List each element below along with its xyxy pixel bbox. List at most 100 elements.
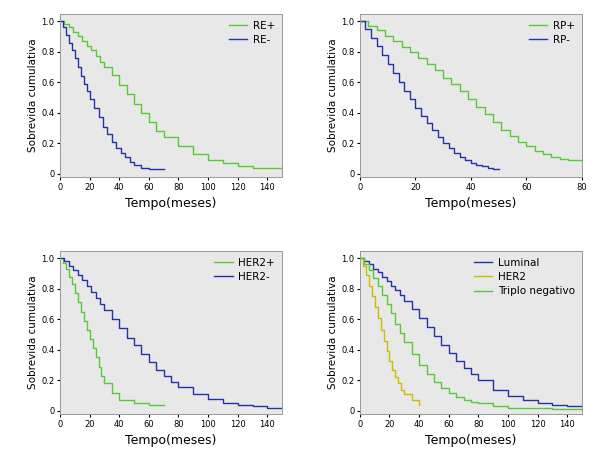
RE- bbox=[122, 154, 129, 160]
Line: RE-: RE- bbox=[60, 21, 164, 169]
HER2+ bbox=[56, 256, 64, 261]
HER2- bbox=[205, 396, 212, 401]
RP- bbox=[467, 161, 475, 166]
HER2- bbox=[167, 379, 175, 385]
HER2 bbox=[380, 338, 387, 343]
HER2+ bbox=[80, 318, 87, 324]
Triplo negativo bbox=[430, 379, 437, 385]
Triplo negativo bbox=[361, 261, 368, 267]
HER2 bbox=[371, 304, 378, 310]
Luminal bbox=[356, 256, 364, 261]
HER2- bbox=[61, 258, 68, 264]
HER2- bbox=[79, 277, 86, 282]
Line: Luminal: Luminal bbox=[360, 258, 582, 406]
RP- bbox=[418, 113, 425, 118]
RP+ bbox=[531, 148, 538, 154]
Luminal bbox=[563, 404, 571, 409]
Luminal bbox=[383, 279, 390, 284]
RE+ bbox=[152, 128, 160, 134]
HER2+ bbox=[83, 327, 90, 333]
Triplo negativo bbox=[356, 256, 364, 261]
Triplo negativo bbox=[408, 352, 415, 357]
HER2- bbox=[175, 384, 182, 389]
RE+ bbox=[249, 165, 256, 171]
Triplo negativo bbox=[578, 407, 586, 412]
HER2- bbox=[130, 342, 137, 348]
Y-axis label: Sobrevida cumulativa: Sobrevida cumulativa bbox=[328, 38, 338, 152]
RE- bbox=[108, 139, 115, 144]
RP+ bbox=[490, 119, 497, 125]
Luminal bbox=[519, 397, 526, 403]
RP+ bbox=[381, 34, 388, 39]
RE+ bbox=[190, 151, 197, 157]
RP+ bbox=[440, 75, 447, 81]
Y-axis label: Sobrevida cumulativa: Sobrevida cumulativa bbox=[28, 275, 38, 389]
RP+ bbox=[515, 139, 522, 144]
RP+ bbox=[506, 133, 514, 139]
RP- bbox=[428, 127, 436, 132]
HER2- bbox=[65, 263, 73, 269]
RP+ bbox=[373, 27, 380, 33]
Y-axis label: Sobrevida cumulativa: Sobrevida cumulativa bbox=[28, 38, 38, 152]
HER2- bbox=[92, 295, 99, 301]
RE- bbox=[71, 55, 79, 60]
HER2+ bbox=[77, 309, 85, 315]
RE- bbox=[126, 159, 133, 164]
RE+ bbox=[88, 47, 95, 53]
RE+ bbox=[74, 34, 82, 39]
HER2+ bbox=[92, 355, 99, 360]
HER2+ bbox=[130, 400, 137, 406]
RP- bbox=[401, 89, 408, 94]
RE+ bbox=[97, 60, 104, 65]
Triplo negativo bbox=[438, 385, 445, 391]
RP+ bbox=[578, 158, 586, 163]
RE- bbox=[65, 40, 73, 45]
HER2- bbox=[138, 352, 145, 357]
RE+ bbox=[92, 54, 99, 59]
Luminal bbox=[388, 283, 395, 288]
RP- bbox=[384, 61, 391, 67]
RP+ bbox=[356, 18, 364, 24]
RP- bbox=[456, 154, 463, 160]
RE- bbox=[145, 166, 152, 172]
RP- bbox=[379, 52, 386, 58]
RE+ bbox=[116, 83, 123, 88]
RE- bbox=[152, 166, 160, 172]
RE- bbox=[95, 115, 102, 120]
Luminal bbox=[505, 393, 512, 398]
RP+ bbox=[523, 144, 530, 149]
RE+ bbox=[205, 158, 212, 163]
HER2- bbox=[278, 405, 286, 410]
Triplo negativo bbox=[396, 330, 403, 336]
RE+ bbox=[108, 72, 115, 77]
HER2- bbox=[56, 256, 64, 261]
Triplo negativo bbox=[452, 395, 460, 400]
HER2- bbox=[88, 289, 95, 294]
RE- bbox=[74, 64, 82, 70]
Triplo negativo bbox=[534, 405, 541, 410]
RE+ bbox=[219, 161, 226, 166]
Luminal bbox=[416, 315, 423, 320]
RE- bbox=[68, 47, 76, 53]
Luminal bbox=[365, 261, 373, 267]
RE+ bbox=[264, 165, 271, 171]
RE- bbox=[56, 18, 64, 24]
RE- bbox=[62, 32, 70, 38]
Luminal bbox=[374, 269, 381, 274]
RE- bbox=[59, 25, 67, 30]
HER2 bbox=[416, 402, 423, 408]
RE+ bbox=[145, 119, 152, 125]
Luminal bbox=[534, 400, 541, 406]
RE- bbox=[138, 165, 145, 171]
X-axis label: Tempo(meses): Tempo(meses) bbox=[125, 197, 217, 210]
RE+ bbox=[278, 165, 286, 171]
Triplo negativo bbox=[549, 407, 556, 412]
HER2 bbox=[392, 375, 399, 380]
RP- bbox=[440, 141, 447, 146]
Legend: RE+, RE-: RE+, RE- bbox=[227, 19, 277, 47]
RP+ bbox=[573, 158, 580, 163]
Luminal bbox=[423, 324, 430, 329]
RE- bbox=[86, 96, 93, 102]
RP+ bbox=[481, 112, 488, 117]
RP+ bbox=[448, 81, 455, 86]
